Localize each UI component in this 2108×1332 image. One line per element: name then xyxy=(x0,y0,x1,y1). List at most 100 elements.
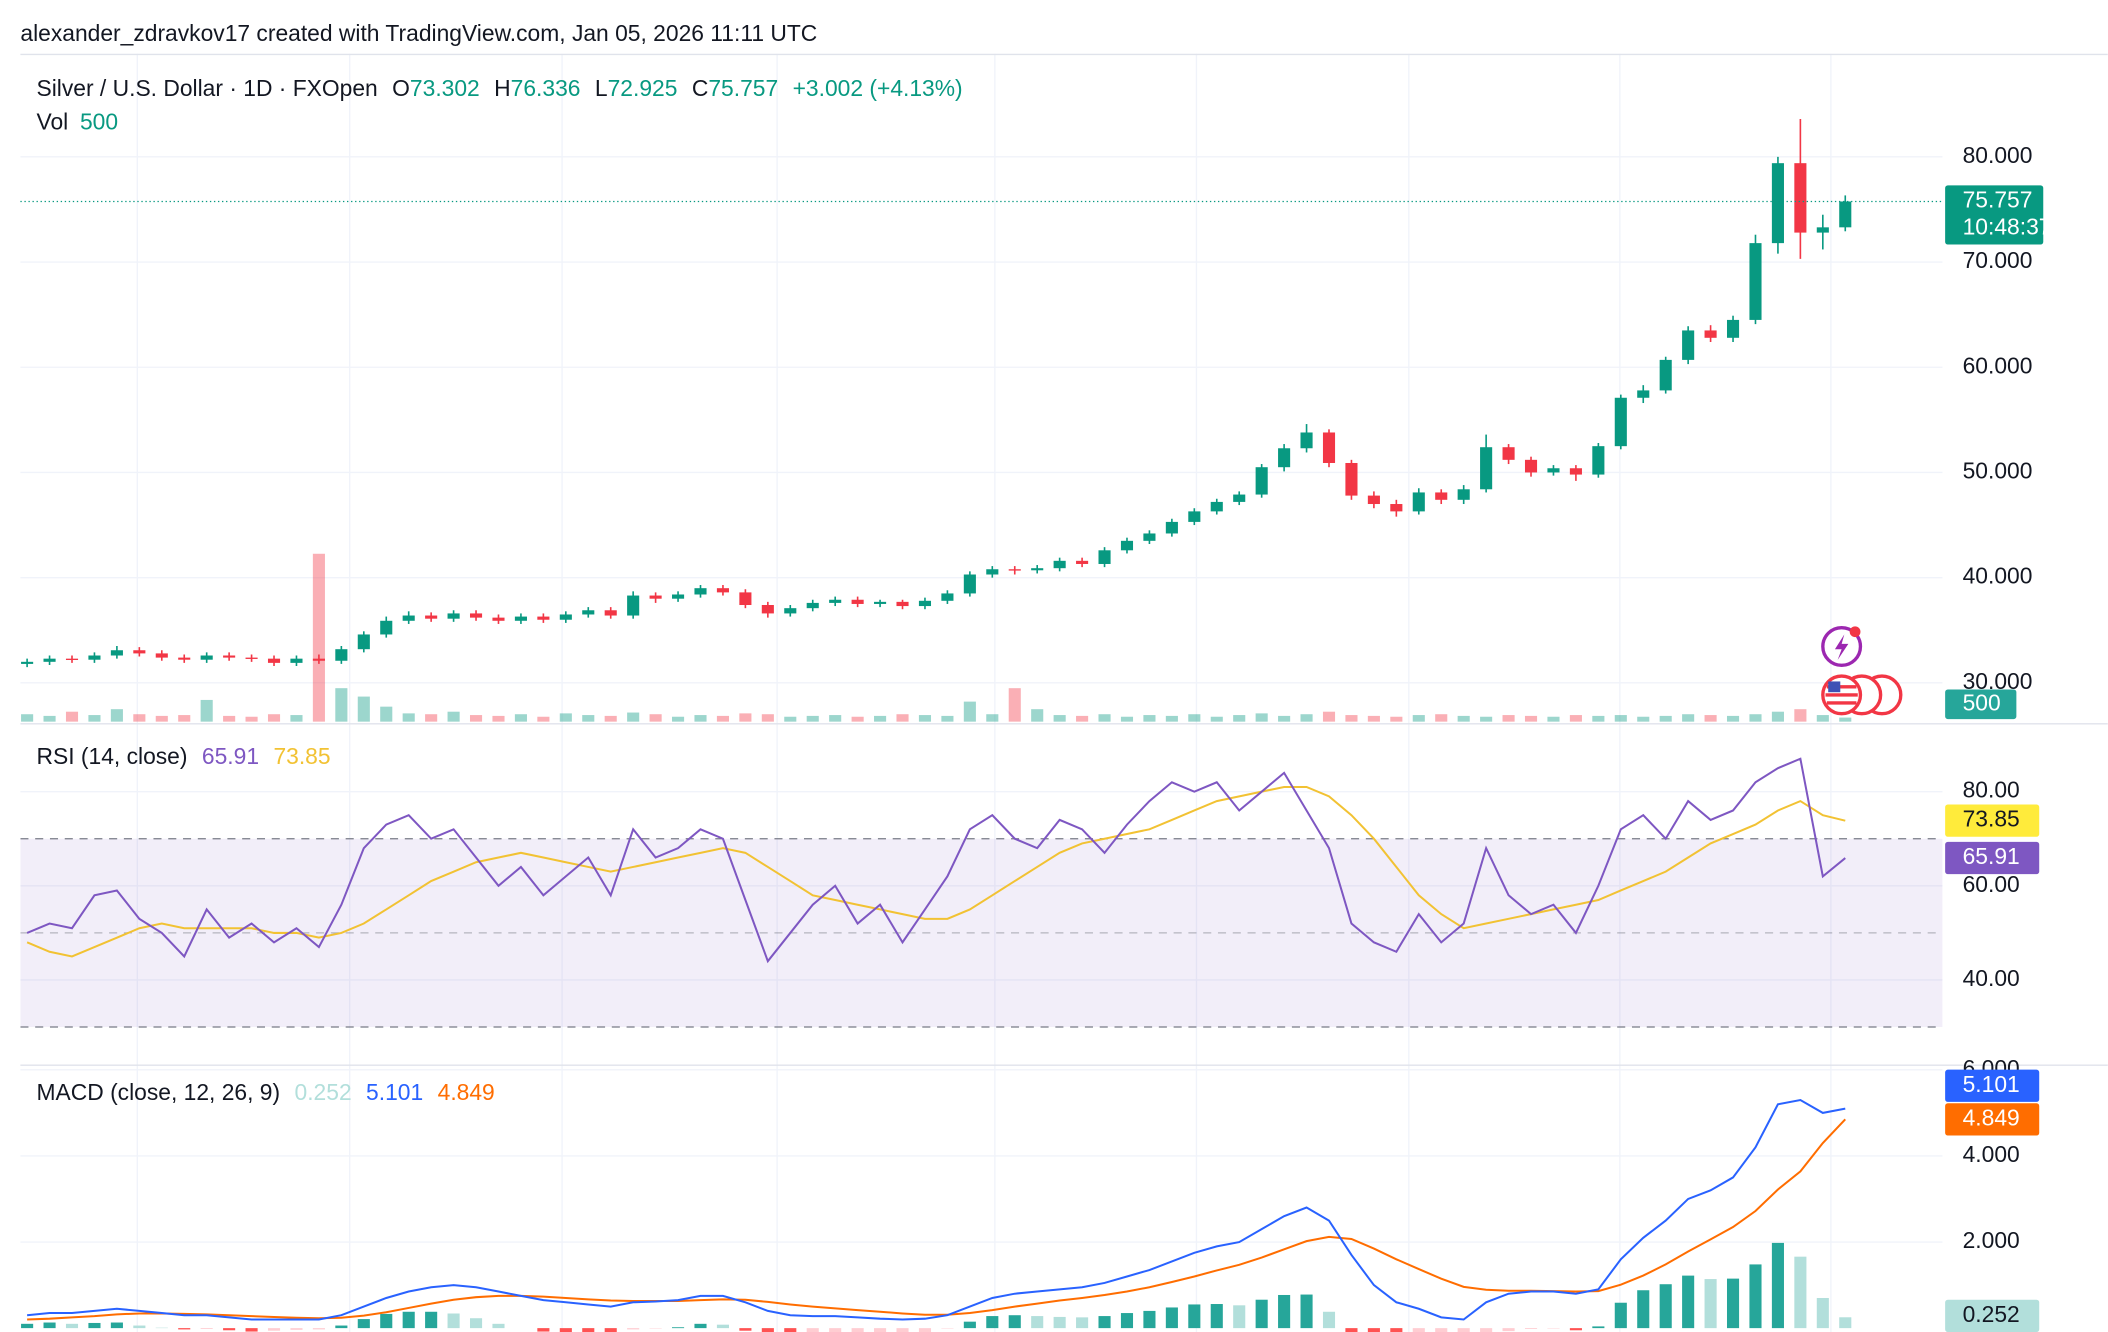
signal-value: 4.849 xyxy=(438,1079,495,1105)
volume-bar xyxy=(1412,715,1425,722)
volume-bar xyxy=(21,714,34,722)
histogram-bar xyxy=(1794,1256,1807,1329)
candle-body xyxy=(447,613,460,619)
candle-body xyxy=(1367,495,1380,505)
candle-body xyxy=(1300,432,1313,449)
histogram-bar xyxy=(1614,1302,1627,1329)
volume-bar xyxy=(963,701,976,722)
volume-bar xyxy=(425,714,438,722)
candle-body xyxy=(1704,330,1717,338)
candle-body xyxy=(1031,568,1044,571)
candle-body xyxy=(896,601,909,607)
volume-bar xyxy=(1233,715,1246,722)
volume-bar xyxy=(335,688,348,722)
candle-body xyxy=(357,634,370,650)
volume-tag-label: 500 xyxy=(1963,689,2001,715)
histogram-bar xyxy=(312,1328,325,1330)
candle-body xyxy=(829,599,842,603)
volume-bar xyxy=(223,715,236,722)
histogram-bar xyxy=(178,1328,191,1330)
volume-bar xyxy=(537,716,550,722)
event-icons[interactable] xyxy=(1821,626,1903,716)
volume-bar xyxy=(469,715,483,722)
volume-bar xyxy=(941,715,954,722)
volume-bar xyxy=(1726,715,1740,722)
grid-layer xyxy=(20,53,1943,1332)
candle-body xyxy=(784,608,797,614)
candle-body xyxy=(963,574,976,594)
histogram-bar xyxy=(604,1328,617,1332)
volume-bar xyxy=(604,715,617,722)
volume-bar xyxy=(1300,714,1313,722)
volume-bar xyxy=(1502,715,1515,722)
volume-bar xyxy=(896,714,909,722)
histogram-bar xyxy=(1704,1279,1717,1329)
volume-bar xyxy=(1143,715,1156,722)
histogram-bar xyxy=(672,1327,685,1329)
histogram-bar xyxy=(1682,1275,1695,1329)
histogram-bar xyxy=(1435,1328,1448,1332)
candle-body xyxy=(1614,397,1627,447)
candle-body xyxy=(1569,468,1582,475)
volume-bar xyxy=(200,699,213,722)
histogram-bar xyxy=(21,1323,34,1329)
candle-body xyxy=(1524,459,1538,473)
histogram-bar xyxy=(1008,1315,1021,1329)
histogram-bar xyxy=(1143,1310,1156,1329)
candle-body xyxy=(1726,319,1740,338)
volume-bar xyxy=(155,715,168,722)
volume-bar xyxy=(290,715,303,722)
candle-body xyxy=(155,653,168,658)
candle-body xyxy=(245,657,258,659)
candle-body xyxy=(1053,560,1066,569)
candle-body xyxy=(672,594,685,599)
candle-body xyxy=(1816,227,1829,233)
candle-body xyxy=(1098,550,1111,564)
volume-bar xyxy=(1704,715,1717,722)
candle-body xyxy=(1457,489,1470,500)
volume-bar xyxy=(1637,716,1650,722)
macd-line xyxy=(27,1098,1846,1321)
volume-bar xyxy=(1435,714,1448,722)
histogram-bar xyxy=(380,1313,393,1329)
histogram-bar xyxy=(110,1322,123,1329)
volume-bar xyxy=(312,553,325,722)
y-tick-label: 4.000 xyxy=(1963,1141,2020,1167)
histogram-bar xyxy=(694,1323,707,1329)
ohlc-letter: C xyxy=(692,75,709,101)
flag-icons[interactable] xyxy=(1821,674,1903,716)
histogram-bar xyxy=(1098,1316,1111,1329)
value-tag xyxy=(1945,1069,2040,1102)
volume-bar xyxy=(1053,715,1066,722)
histogram-bar xyxy=(245,1328,258,1332)
last-price-tag xyxy=(1945,185,2044,245)
volume-bar xyxy=(806,715,819,722)
volume-bar xyxy=(1008,688,1021,722)
volume-bar xyxy=(1165,715,1178,722)
candle-body xyxy=(559,614,572,620)
histogram-bar xyxy=(1502,1328,1515,1332)
histogram-bar xyxy=(1637,1290,1650,1329)
volume-bar xyxy=(1120,716,1134,722)
volume-bar xyxy=(380,706,393,722)
candle-body xyxy=(941,593,954,601)
volume-bar xyxy=(784,716,797,722)
volume-bar xyxy=(133,714,146,722)
histogram-bar xyxy=(874,1328,887,1332)
histogram-bar xyxy=(1076,1317,1089,1329)
candle-body xyxy=(851,599,864,604)
volume-bar xyxy=(739,713,752,722)
candle-body xyxy=(335,649,348,661)
histogram-bar xyxy=(1120,1313,1134,1329)
rsi-legend: RSI (14, close) 65.91 73.85 xyxy=(37,743,331,769)
rsi-line xyxy=(26,757,1846,964)
volume-bar xyxy=(761,714,774,722)
histogram-bar xyxy=(1412,1328,1425,1332)
histogram-bar xyxy=(335,1325,348,1329)
candle-body xyxy=(739,592,752,606)
value-tag-label: 73.85 xyxy=(1963,806,2020,832)
value-tag-label: 0.252 xyxy=(1963,1301,2020,1327)
histogram-bar xyxy=(1726,1278,1740,1329)
candle-body xyxy=(694,588,707,595)
histogram-bar xyxy=(1749,1264,1762,1329)
